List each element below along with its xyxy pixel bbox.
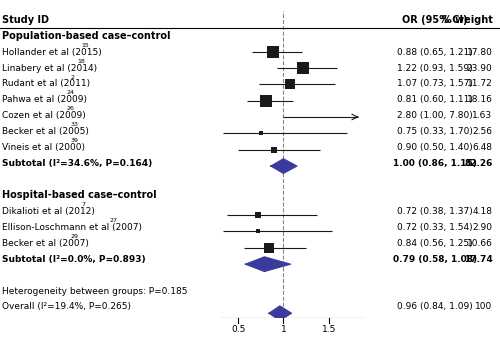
Text: % weight: % weight <box>442 15 492 25</box>
Polygon shape <box>269 306 291 321</box>
Text: Becker et al (2007): Becker et al (2007) <box>2 239 90 248</box>
Text: 0.5: 0.5 <box>231 325 246 334</box>
Text: 1.07 (0.73, 1.57): 1.07 (0.73, 1.57) <box>397 80 473 88</box>
Text: 82.26: 82.26 <box>464 159 492 168</box>
Text: Hollander et al (2015): Hollander et al (2015) <box>2 48 102 57</box>
Text: 24: 24 <box>67 90 75 95</box>
Text: 2: 2 <box>70 75 74 80</box>
Text: Ellison-Loschmann et al (2007): Ellison-Loschmann et al (2007) <box>2 223 142 232</box>
Text: 2.56: 2.56 <box>472 127 492 136</box>
Text: 0.75 (0.33, 1.70): 0.75 (0.33, 1.70) <box>397 127 473 136</box>
Text: Subtotal (I²=34.6%, P=0.164): Subtotal (I²=34.6%, P=0.164) <box>2 159 153 168</box>
Text: 17.74: 17.74 <box>464 255 492 264</box>
Text: 0.96 (0.84, 1.09): 0.96 (0.84, 1.09) <box>397 302 473 312</box>
Text: 26: 26 <box>67 106 75 111</box>
Text: 0.88 (0.65, 1.21): 0.88 (0.65, 1.21) <box>397 48 473 57</box>
Text: 17.80: 17.80 <box>466 48 492 57</box>
Text: 0.79 (0.58, 1.08): 0.79 (0.58, 1.08) <box>393 255 477 264</box>
Text: 6.48: 6.48 <box>472 143 492 152</box>
Text: Pahwa et al (2009): Pahwa et al (2009) <box>2 95 87 105</box>
Text: 1.63: 1.63 <box>472 111 492 120</box>
Text: Vineis et al (2000): Vineis et al (2000) <box>2 143 86 152</box>
Text: Dikalioti et al (2012): Dikalioti et al (2012) <box>2 207 96 216</box>
Text: 18: 18 <box>78 59 86 64</box>
Text: 18.16: 18.16 <box>466 95 492 105</box>
Text: 0.90 (0.50, 1.40): 0.90 (0.50, 1.40) <box>397 143 473 152</box>
Text: Hospital-based case–control: Hospital-based case–control <box>2 190 157 201</box>
Text: Linabery et al (2014): Linabery et al (2014) <box>2 64 98 73</box>
Text: 1.5: 1.5 <box>322 325 336 334</box>
Text: Population-based case–control: Population-based case–control <box>2 31 171 41</box>
Text: 0.72 (0.38, 1.37): 0.72 (0.38, 1.37) <box>397 207 473 216</box>
Text: Becker et al (2005): Becker et al (2005) <box>2 127 90 136</box>
Text: Study ID: Study ID <box>2 15 50 25</box>
Text: 1.22 (0.93, 1.59): 1.22 (0.93, 1.59) <box>397 64 473 73</box>
Text: Cozen et al (2009): Cozen et al (2009) <box>2 111 86 120</box>
Text: 0.81 (0.60, 1.11): 0.81 (0.60, 1.11) <box>397 95 473 105</box>
Text: 4.18: 4.18 <box>472 207 492 216</box>
Text: 10.66: 10.66 <box>466 239 492 248</box>
Text: 11.72: 11.72 <box>467 80 492 88</box>
Text: 2.80 (1.00, 7.80): 2.80 (1.00, 7.80) <box>397 111 473 120</box>
Text: 2.90: 2.90 <box>472 223 492 232</box>
Text: Heterogeneity between groups: P=0.185: Heterogeneity between groups: P=0.185 <box>2 287 188 296</box>
Text: 23.90: 23.90 <box>467 64 492 73</box>
Text: 15: 15 <box>81 43 89 48</box>
Text: OR (95% CI): OR (95% CI) <box>402 15 468 25</box>
Text: 27: 27 <box>110 218 118 223</box>
Text: Rudant et al (2011): Rudant et al (2011) <box>2 80 90 88</box>
Text: 1.00 (0.86, 1.15): 1.00 (0.86, 1.15) <box>393 159 477 168</box>
Polygon shape <box>246 257 290 271</box>
Text: 39: 39 <box>70 138 78 143</box>
Text: Subtotal (I²=0.0%, P=0.893): Subtotal (I²=0.0%, P=0.893) <box>2 255 146 264</box>
Text: 29: 29 <box>70 234 78 239</box>
Text: 33: 33 <box>70 122 78 127</box>
Text: 1: 1 <box>280 325 286 334</box>
Text: 7: 7 <box>81 202 85 207</box>
Text: 0.72 (0.33, 1.54): 0.72 (0.33, 1.54) <box>397 223 473 232</box>
Polygon shape <box>271 159 297 174</box>
Text: 100: 100 <box>475 302 492 312</box>
Text: 0.84 (0.56, 1.25): 0.84 (0.56, 1.25) <box>397 239 473 248</box>
Text: Overall (I²=19.4%, P=0.265): Overall (I²=19.4%, P=0.265) <box>2 302 132 312</box>
